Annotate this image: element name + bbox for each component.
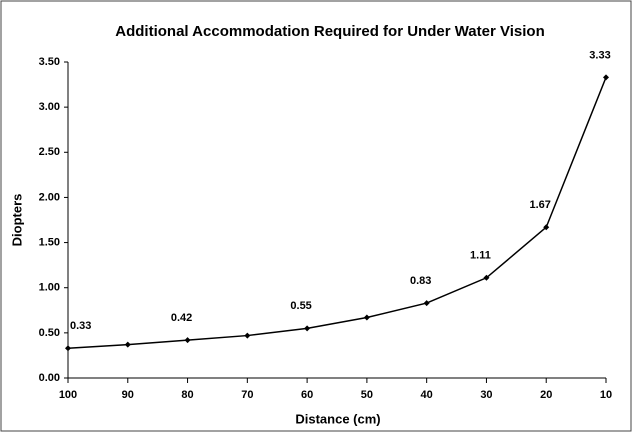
x-tick-label: 50 [361, 389, 373, 401]
data-label: 0.55 [290, 300, 311, 312]
data-point [603, 74, 609, 81]
data-point [244, 332, 251, 339]
y-tick-label: 0.50 [39, 327, 60, 339]
data-point [304, 325, 311, 332]
x-tick-label: 90 [122, 389, 134, 401]
data-label: 1.67 [530, 199, 551, 211]
y-tick-label: 1.50 [39, 236, 60, 248]
data-label: 0.42 [171, 312, 192, 324]
x-tick-label: 30 [480, 389, 492, 401]
y-tick-label: 2.00 [39, 191, 60, 203]
y-tick-label: 2.50 [39, 146, 60, 158]
x-tick-label: 100 [59, 389, 77, 401]
data-point [543, 224, 550, 231]
x-tick-label: 80 [181, 389, 193, 401]
x-axis-label: Distance (cm) [295, 411, 380, 426]
data-label: 0.83 [410, 275, 431, 287]
y-tick-label: 1.00 [39, 282, 60, 294]
data-label: 3.33 [589, 49, 610, 61]
data-point [124, 341, 131, 348]
data-label: 1.11 [470, 250, 491, 262]
y-axis-label: Diopters [9, 194, 24, 247]
x-tick-label: 40 [421, 389, 433, 401]
x-tick-label: 10 [600, 389, 612, 401]
y-tick-label: 3.50 [39, 56, 60, 68]
data-point [363, 314, 370, 321]
y-tick-label: 3.00 [39, 101, 60, 113]
x-tick-label: 20 [540, 389, 552, 401]
data-point [184, 337, 191, 344]
x-tick-label: 70 [241, 389, 253, 401]
data-point [423, 300, 430, 307]
data-point [483, 274, 490, 281]
data-point [65, 345, 71, 352]
x-tick-label: 60 [301, 389, 313, 401]
chart-title: Additional Accommodation Required for Un… [115, 23, 544, 40]
y-tick-label: 0.00 [39, 372, 60, 384]
data-label: 0.33 [70, 320, 91, 332]
data-line [67, 77, 607, 349]
